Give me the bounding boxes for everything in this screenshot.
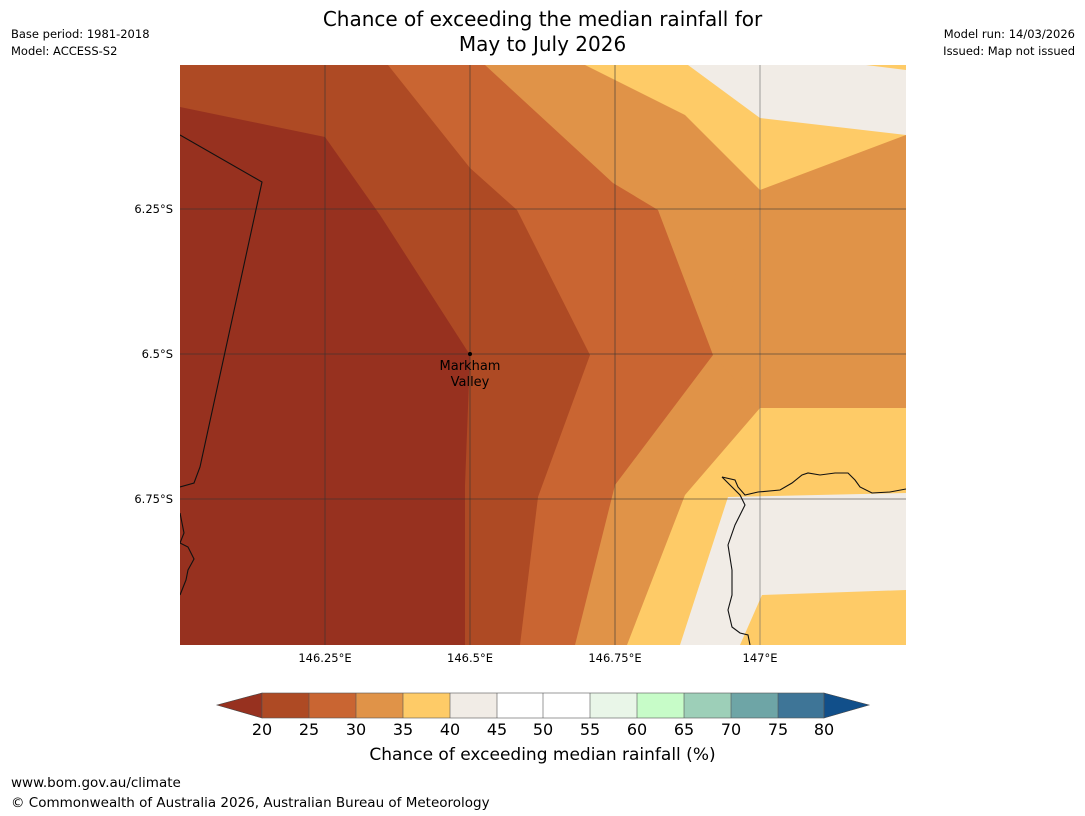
- colorbar-dividers: [261, 692, 825, 719]
- lat-label-6-25: 6.25°S: [134, 202, 173, 216]
- lat-label-6-5: 6.5°S: [141, 347, 173, 361]
- model-run: Model run: 14/03/2026: [943, 27, 1075, 41]
- cb-tick-75: 75: [767, 720, 789, 739]
- issued-status: Issued: Map not issued: [943, 44, 1075, 58]
- footer-url[interactable]: www.bom.gov.au/climate: [11, 775, 181, 791]
- coastline: [180, 134, 906, 645]
- colorbar-below-20: [215, 692, 263, 719]
- base-period: Base period: 1981-2018: [11, 27, 150, 41]
- cb-tick-30: 30: [345, 720, 367, 739]
- lon-label-147: 147°E: [742, 651, 778, 665]
- cb-tick-55: 55: [579, 720, 601, 739]
- colorbar-50-55: [543, 693, 590, 718]
- cb-tick-80: 80: [813, 720, 835, 739]
- cb-tick-40: 40: [439, 720, 461, 739]
- colorbar-55-60: [590, 693, 637, 718]
- map-title: Chance of exceeding the median rainfall …: [0, 7, 1085, 57]
- colorbar: [215, 692, 871, 719]
- graticule: [180, 65, 906, 645]
- markham-valley-marker[interactable]: [468, 352, 472, 356]
- colorbar-60-65: [637, 693, 684, 718]
- metadata-right: Model run: 14/03/2026 Issued: Map not is…: [943, 26, 1075, 60]
- cb-tick-45: 45: [486, 720, 508, 739]
- colorbar-40-45: [450, 693, 497, 718]
- rainfall-map[interactable]: [180, 65, 906, 645]
- lon-label-146-5: 146.5°E: [447, 651, 493, 665]
- title-line-2: May to July 2026: [458, 32, 627, 56]
- cb-tick-65: 65: [673, 720, 695, 739]
- cb-tick-70: 70: [720, 720, 742, 739]
- cb-tick-20: 20: [251, 720, 273, 739]
- cb-tick-35: 35: [392, 720, 414, 739]
- colorbar-above-80: [823, 692, 871, 719]
- metadata-left: Base period: 1981-2018 Model: ACCESS-S2: [11, 26, 150, 60]
- colorbar-75-80: [778, 693, 824, 718]
- place-label: Markham Valley: [410, 359, 530, 391]
- colorbar-25-30: [309, 693, 356, 718]
- region-40-45-north: [688, 65, 906, 135]
- colorbar-20-25: [262, 693, 309, 718]
- cb-tick-60: 60: [626, 720, 648, 739]
- lon-label-146-25: 146.25°E: [298, 651, 352, 665]
- colorbar-30-35: [356, 693, 403, 718]
- lat-label-6-75: 6.75°S: [134, 492, 173, 506]
- region-30-35-east: [713, 135, 906, 408]
- cb-tick-25: 25: [298, 720, 320, 739]
- place-name-line-2: Valley: [450, 375, 490, 390]
- colorbar-70-75: [731, 693, 778, 718]
- colorbar-65-70: [684, 693, 731, 718]
- cb-tick-50: 50: [532, 720, 554, 739]
- colorbar-45-50: [497, 693, 543, 718]
- lon-label-146-75: 146.75°E: [588, 651, 642, 665]
- footer-copyright: © Commonwealth of Australia 2026, Austra…: [11, 795, 490, 811]
- title-line-1: Chance of exceeding the median rainfall …: [322, 7, 763, 31]
- colorbar-title: Chance of exceeding median rainfall (%): [369, 745, 716, 765]
- place-name-line-1: Markham: [439, 359, 501, 374]
- model-name: Model: ACCESS-S2: [11, 44, 118, 58]
- region-40-45-south: [680, 493, 906, 645]
- colorbar-35-40: [403, 693, 450, 718]
